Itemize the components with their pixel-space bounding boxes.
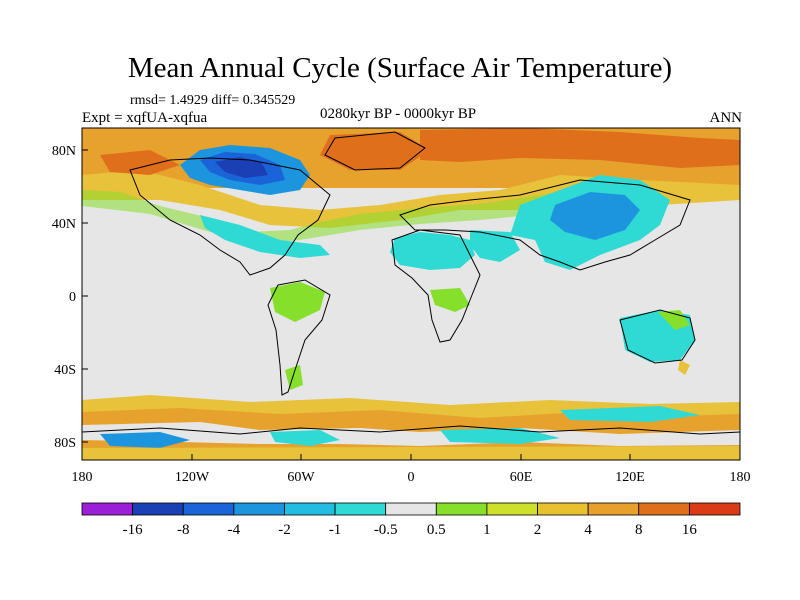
- asia-cool-core: [550, 192, 640, 240]
- colorbar-label-1: -8: [177, 522, 190, 538]
- lon-label-60e: 60E: [510, 470, 533, 485]
- lon-label-180e: 180: [730, 470, 751, 485]
- lat-label-40n: 40N: [52, 217, 76, 232]
- colorbar-label-2: -4: [228, 522, 241, 538]
- north-africa-cool: [390, 232, 475, 270]
- colorbar-label-10: 8: [635, 522, 643, 538]
- colorbar-swatch-11: [638, 502, 690, 516]
- season-label: ANN: [709, 110, 743, 126]
- antarctica-coast: [82, 425, 740, 435]
- chart-title: Mean Annual Cycle (Surface Air Temperatu…: [127, 52, 673, 84]
- south-america-mild-warm: [285, 365, 303, 390]
- lat-label-80n: 80N: [52, 144, 76, 159]
- colorbar-labels: -16 -8 -4 -2 -1 -0.5 0.5 1 2 4 8 16: [123, 522, 698, 538]
- colorbar-swatch-8: [486, 502, 538, 516]
- antarctic-cool-patch: [100, 432, 190, 448]
- australia-mild-warm: [658, 310, 690, 330]
- antarctic-cool-patch-2: [270, 430, 340, 446]
- colorbar-swatch-12: [688, 502, 741, 516]
- longitude-labels: 180 120W 60W 0 60E 120E 180: [72, 470, 751, 485]
- rmsd-diff-stats: rmsd= 1.4929 diff= 0.345529: [130, 93, 296, 108]
- lat-label-80s: 80S: [54, 436, 76, 451]
- north-america-cool-belt: [200, 215, 330, 258]
- lon-label-60w: 60W: [287, 470, 315, 485]
- australia-warm-patch: [678, 360, 690, 375]
- colorbar: [81, 502, 741, 516]
- siberia-strong-warm: [420, 128, 740, 168]
- colorbar-label-7: 1: [483, 522, 491, 538]
- lat-label-0: 0: [69, 290, 76, 305]
- south-america-coast: [267, 279, 331, 396]
- period-label: 0280kyr BP - 0000kyr BP: [320, 106, 477, 122]
- axis-ticks: [81, 149, 741, 460]
- temperature-field: [82, 128, 740, 460]
- amazon-mild-warm: [270, 282, 325, 322]
- colorbar-swatch-0: [81, 502, 134, 516]
- colorbar-swatch-9: [537, 502, 589, 516]
- colorbar-label-9: 4: [584, 522, 592, 538]
- colorbar-label-4: -1: [329, 522, 342, 538]
- colorbar-label-8: 2: [534, 522, 542, 538]
- colorbar-swatch-1: [132, 502, 184, 516]
- colorbar-label-11: 16: [682, 522, 698, 538]
- antarctic-cool-patch-3: [440, 428, 560, 444]
- colorbar-swatch-4: [284, 502, 336, 516]
- colorbar-swatch-2: [182, 502, 235, 516]
- colorbar-label-3: -2: [278, 522, 291, 538]
- canada-coldest-core: [215, 157, 268, 178]
- colorbar-swatch-6: [385, 502, 437, 516]
- greenland-strong-warm: [320, 132, 430, 170]
- colorbar-swatch-3: [233, 502, 285, 516]
- australia-coast: [619, 309, 696, 364]
- lon-label-120e: 120E: [615, 470, 645, 485]
- colorbar-label-0: -16: [123, 522, 143, 538]
- experiment-label: Expt = xqfUA-xqfua: [82, 110, 208, 126]
- southern-ocean-cool-patch: [560, 406, 700, 422]
- eurasia-coast: [399, 179, 691, 271]
- lon-label-0: 0: [408, 470, 415, 485]
- antarctic-neutral-band: [82, 422, 740, 446]
- lon-label-180w: 180: [72, 470, 93, 485]
- colorbar-label-6: 0.5: [427, 522, 446, 538]
- latitude-labels: 80N 40N 0 40S 80S: [52, 144, 76, 451]
- central-africa-mild-warm: [430, 288, 470, 312]
- colorbar-swatch-10: [587, 502, 640, 516]
- alaska-strong-warm: [100, 150, 180, 175]
- colorbar-label-5: -0.5: [374, 522, 398, 538]
- north-america-coast: [129, 157, 331, 276]
- colorbar-swatch-5: [334, 502, 387, 516]
- coastlines: [82, 131, 740, 435]
- colorbar-swatch-7: [435, 502, 488, 516]
- lat-label-40s: 40S: [54, 363, 76, 378]
- antarctic-warm-edge: [82, 446, 740, 460]
- africa-coast: [391, 229, 481, 343]
- greenland-coast: [324, 131, 426, 171]
- lon-label-120w: 120W: [175, 470, 210, 485]
